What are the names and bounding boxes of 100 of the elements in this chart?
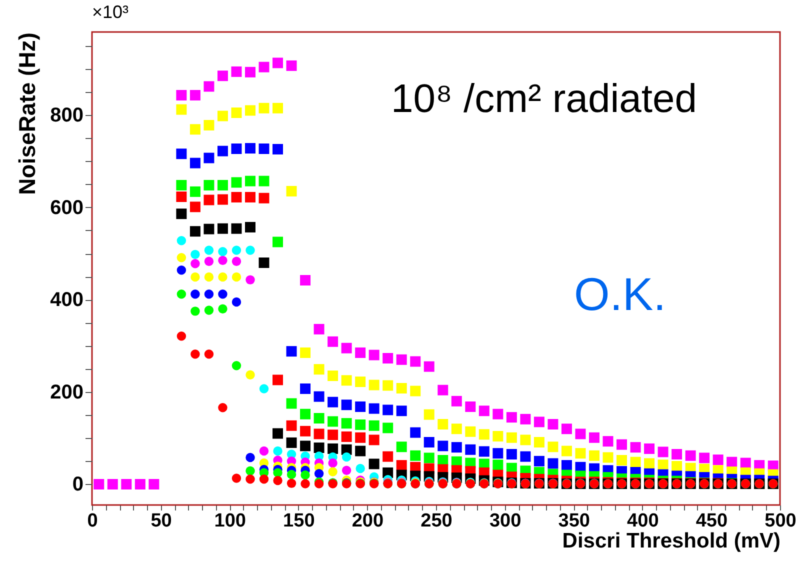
- point: [368, 350, 380, 360]
- point: [176, 104, 187, 115]
- point: [368, 380, 380, 390]
- point: [616, 454, 628, 466]
- point: [244, 66, 256, 78]
- point: [176, 266, 186, 275]
- point: [341, 342, 352, 354]
- x-tick-label: 400: [627, 510, 659, 532]
- point: [259, 474, 269, 484]
- point: [355, 376, 366, 388]
- point: [204, 81, 214, 92]
- point: [176, 236, 186, 246]
- point: [368, 403, 380, 414]
- point: [190, 350, 200, 359]
- point: [244, 192, 256, 202]
- point: [204, 246, 214, 255]
- point: [368, 458, 380, 470]
- point: [561, 424, 572, 434]
- point: [204, 180, 214, 190]
- point: [190, 124, 200, 135]
- point: [506, 412, 517, 423]
- point: [438, 384, 448, 396]
- point: [588, 450, 600, 461]
- point: [231, 192, 242, 202]
- annotation: 10⁸ /cm² radiated: [391, 77, 697, 121]
- point: [672, 448, 682, 460]
- point: [314, 391, 324, 402]
- point: [342, 452, 352, 462]
- point: [176, 192, 187, 202]
- point: [575, 428, 586, 440]
- point: [176, 253, 186, 262]
- point: [726, 456, 738, 468]
- point: [258, 62, 270, 72]
- point: [328, 416, 338, 427]
- point: [382, 404, 394, 416]
- point: [300, 440, 311, 452]
- point: [616, 439, 628, 450]
- point: [355, 419, 366, 430]
- point: [176, 148, 187, 160]
- point: [465, 444, 476, 455]
- point: [190, 272, 200, 282]
- point: [396, 383, 407, 394]
- point: [232, 246, 242, 255]
- point: [602, 436, 614, 447]
- point: [244, 105, 256, 116]
- point: [246, 275, 255, 284]
- y-tick-label: 200: [50, 381, 84, 404]
- point: [451, 424, 462, 434]
- y-tick-label: 600: [50, 196, 84, 219]
- point: [520, 434, 531, 446]
- point: [328, 443, 338, 454]
- point: [148, 478, 160, 490]
- point: [492, 431, 504, 442]
- point: [176, 90, 187, 100]
- point: [204, 224, 214, 234]
- point: [286, 398, 297, 409]
- y-tick-label: 0: [72, 474, 84, 496]
- point: [451, 442, 462, 453]
- point: [272, 236, 284, 248]
- point: [314, 442, 324, 454]
- point: [232, 272, 242, 282]
- point: [217, 70, 228, 82]
- point: [232, 256, 242, 266]
- point: [438, 440, 448, 452]
- point: [355, 347, 366, 358]
- point: [644, 458, 655, 469]
- point: [121, 478, 132, 490]
- point: [355, 446, 366, 456]
- point: [246, 370, 255, 380]
- point: [451, 396, 462, 406]
- point: [478, 406, 490, 416]
- point: [258, 192, 270, 204]
- point: [258, 176, 270, 186]
- point: [328, 396, 338, 408]
- point: [672, 460, 682, 472]
- point: [658, 446, 668, 458]
- point: [218, 272, 228, 282]
- point: [314, 428, 324, 440]
- point: [630, 442, 641, 453]
- point: [218, 290, 228, 299]
- point: [190, 202, 200, 212]
- point: [341, 418, 352, 429]
- point: [272, 102, 284, 114]
- point: [300, 383, 311, 394]
- point: [134, 478, 146, 490]
- point: [300, 275, 311, 286]
- x-tick-label: 0: [87, 510, 98, 532]
- point: [286, 346, 297, 357]
- point: [575, 448, 586, 459]
- point: [231, 108, 242, 118]
- point: [190, 186, 200, 197]
- point: [244, 222, 256, 232]
- point: [190, 90, 200, 100]
- point: [258, 102, 270, 114]
- point: [314, 324, 324, 334]
- point: [328, 370, 338, 382]
- point: [272, 374, 284, 386]
- point: [341, 431, 352, 442]
- x-tick-label: 350: [558, 510, 590, 532]
- point: [232, 361, 242, 370]
